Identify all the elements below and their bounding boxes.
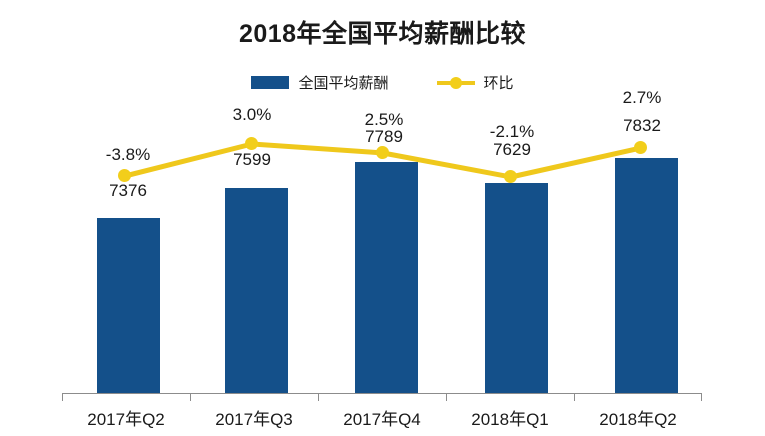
line-marker-2017-q3[interactable] [245, 137, 258, 150]
pct-label-2018-q2: 2.7% [622, 88, 662, 107]
x-axis-label-2018-q2: 2018年Q2 [599, 410, 677, 429]
pct-label-2018-q1: -2.1% [489, 122, 535, 141]
x-axis-tick-4 [574, 393, 575, 401]
x-axis-tick-2 [318, 393, 319, 401]
legend-bar-swatch-icon [251, 76, 290, 89]
line-marker-2017-q2[interactable] [118, 169, 131, 182]
x-axis-label-2017-q2: 2017年Q2 [87, 410, 165, 429]
bar-value-2017-q2: 7376 [109, 181, 147, 200]
bar-2017-q2[interactable] [97, 218, 160, 393]
line-marker-2018-q2[interactable] [634, 141, 647, 154]
legend-line-marker-icon [449, 77, 462, 89]
bar-value-2017-q3: 7599 [233, 150, 271, 169]
bar-2018-q2[interactable] [615, 158, 678, 393]
line-marker-2018-q1[interactable] [504, 170, 517, 183]
pct-label-2017-q4: 2.5% [364, 110, 404, 129]
chart-legend: 全国平均薪酬 环比 [0, 72, 765, 93]
x-axis-label-2017-q4: 2017年Q4 [343, 410, 421, 429]
bar-2018-q1[interactable] [485, 183, 548, 393]
x-axis-tick-3 [446, 393, 447, 401]
x-axis-label-2018-q1: 2018年Q1 [471, 410, 549, 429]
x-axis-tick-0 [62, 393, 63, 401]
x-axis-line [62, 393, 701, 394]
legend-item-bar[interactable]: 全国平均薪酬 [251, 72, 389, 93]
bar-value-2017-q4: 7789 [365, 127, 403, 146]
legend-item-line[interactable]: 环比 [436, 72, 514, 93]
x-axis-tick-5 [701, 393, 702, 401]
bar-value-2018-q2: 7832 [623, 116, 661, 135]
bar-2017-q3[interactable] [225, 188, 288, 393]
chart-title: 2018年全国平均薪酬比较 [238, 20, 527, 48]
line-marker-2017-q4[interactable] [376, 146, 389, 159]
legend-line-label: 环比 [483, 75, 514, 92]
pct-label-2017-q3: 3.0% [232, 105, 272, 124]
bar-value-2018-q1: 7629 [493, 140, 531, 159]
x-axis-label-2017-q3: 2017年Q3 [215, 410, 293, 429]
x-axis-tick-1 [190, 393, 191, 401]
pct-label-2017-q2: -3.8% [105, 145, 151, 164]
bar-2017-q4[interactable] [355, 162, 418, 393]
legend-line-swatch-icon [436, 76, 475, 89]
legend-bar-label: 全国平均薪酬 [298, 75, 389, 92]
